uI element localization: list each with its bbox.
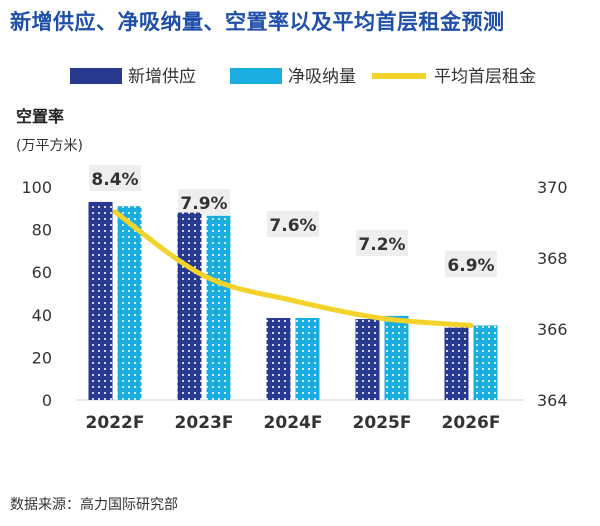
y-axis-title: 空置率: [16, 107, 64, 126]
chart-title: 新增供应、净吸纳量、空置率以及平均首层租金预测: [10, 10, 505, 34]
right-axis-ticks: 364 366 368 370: [537, 178, 568, 410]
bar-new-supply: [266, 317, 291, 400]
bars: [88, 201, 498, 400]
x-tick-label: 2026F: [442, 413, 501, 433]
y-tick-label: 40: [32, 306, 52, 325]
vacancy-label-bg: [445, 251, 497, 277]
x-tick-label: 2024F: [264, 413, 323, 433]
legend: 新增供应 净吸纳量 平均首层租金: [70, 67, 536, 87]
vacancy-rate-label: 7.2%: [358, 235, 405, 255]
y-tick-label: 80: [32, 221, 52, 240]
y2-tick-label: 366: [537, 320, 568, 339]
bar-net-absorption: [295, 317, 320, 400]
vacancy-rate-label: 6.9%: [447, 256, 494, 276]
y-tick-label: 60: [32, 263, 52, 282]
x-tick-label: 2022F: [86, 413, 145, 433]
left-axis-ticks: 0 20 40 60 80 100: [21, 178, 52, 410]
vacancy-label-bg: [356, 230, 408, 256]
vacancy-labels: 8.4% 7.9% 7.6% 7.2% 6.9%: [91, 170, 494, 276]
y-tick-label: 100: [21, 178, 52, 197]
rent-line-layer: [112, 209, 474, 328]
vacancy-rate-label: 7.9%: [180, 194, 227, 214]
legend-label-rent: 平均首层租金: [434, 67, 536, 87]
vacancy-rate-label: 7.6%: [269, 216, 316, 236]
legend-swatch-absorption: [230, 68, 282, 84]
bar-net-absorption: [384, 315, 409, 400]
y2-tick-label: 364: [537, 391, 568, 410]
bar-net-absorption: [473, 325, 498, 400]
y-axis-unit: (万平方米): [16, 138, 83, 154]
bar-net-absorption: [117, 206, 142, 400]
vacancy-label-bg: [89, 165, 141, 191]
bar-new-supply: [355, 319, 380, 400]
vacancy-label-bg: [267, 211, 319, 237]
y2-tick-label: 368: [537, 249, 568, 268]
bar-net-absorption: [206, 215, 231, 400]
y-tick-label: 20: [32, 348, 52, 367]
x-axis-labels: 2022F 2023F 2024F 2025F 2026F: [86, 413, 501, 433]
legend-swatch-rent: [372, 73, 426, 79]
x-tick-label: 2023F: [175, 413, 234, 433]
bar-new-supply: [88, 201, 113, 400]
y-tick-label: 0: [42, 391, 52, 410]
legend-swatch-supply: [70, 68, 122, 84]
legend-label-supply: 新增供应: [128, 67, 196, 87]
x-tick-label: 2025F: [353, 413, 412, 433]
bar-new-supply: [444, 327, 469, 400]
vacancy-label-backgrounds: [89, 165, 497, 277]
bar-new-supply: [177, 212, 202, 400]
source-note: 数据来源：高力国际研究部: [10, 497, 178, 513]
y2-tick-label: 370: [537, 178, 568, 197]
vacancy-rate-label: 8.4%: [91, 170, 138, 190]
legend-label-absorption: 净吸纳量: [288, 67, 356, 87]
vacancy-label-bg: [178, 189, 230, 215]
